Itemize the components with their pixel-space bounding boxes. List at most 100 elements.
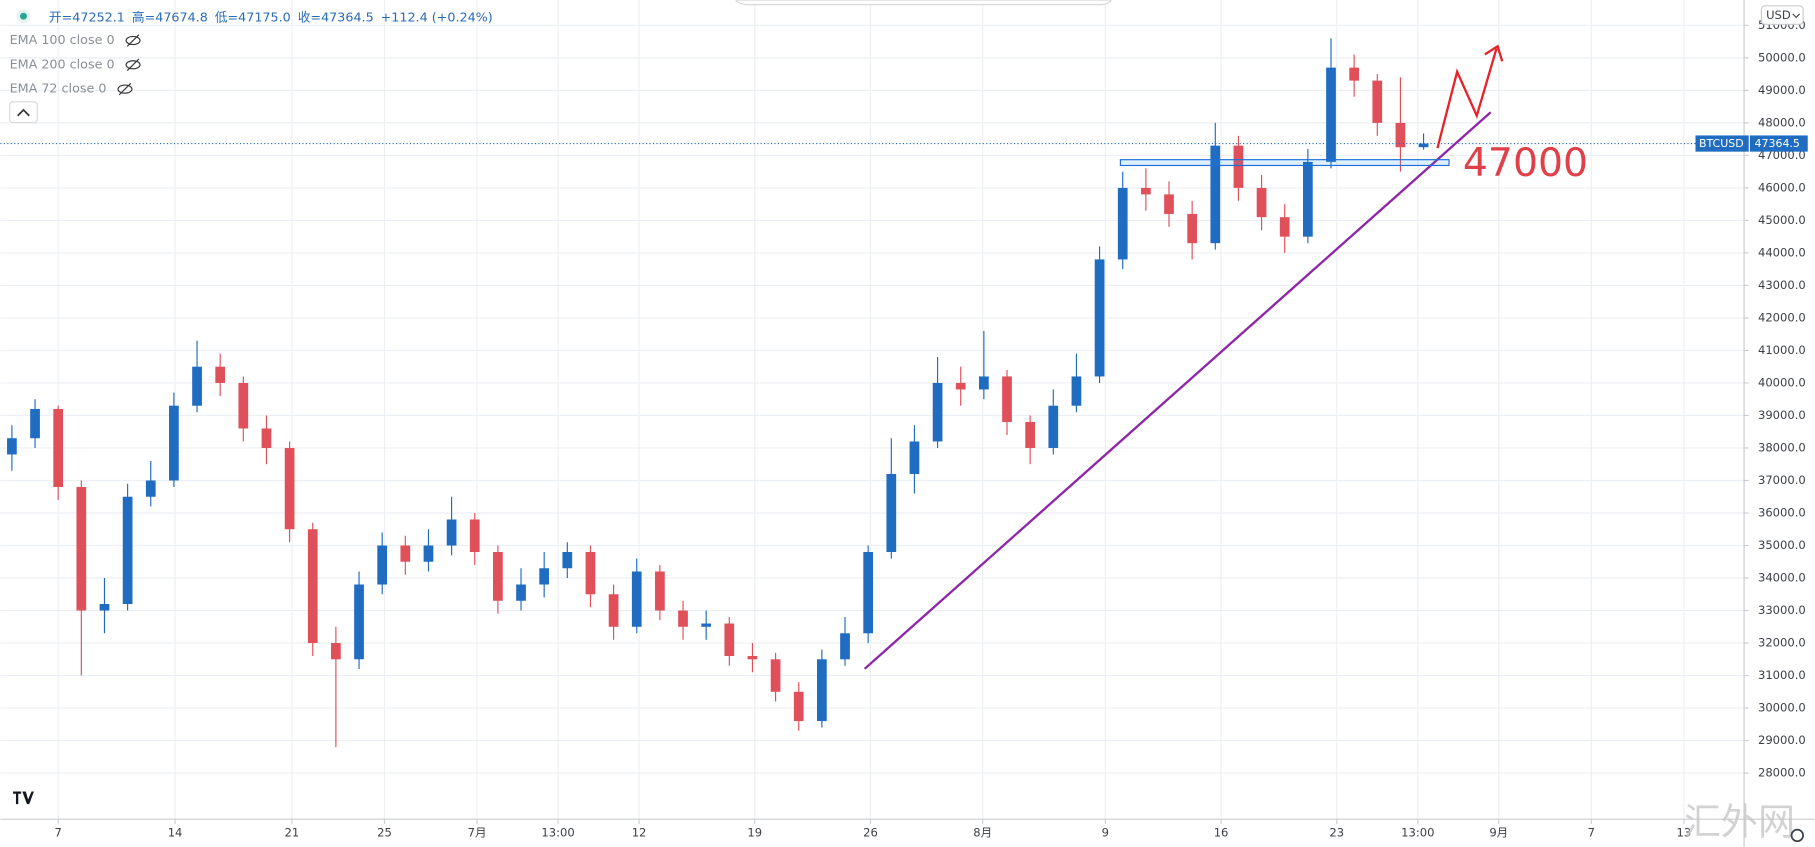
candle-body	[1349, 67, 1360, 81]
candle-body	[1117, 187, 1128, 260]
y-tick-label: 48000.0	[1758, 115, 1806, 129]
y-tick-label: 36000.0	[1758, 505, 1806, 519]
candle-body	[1372, 80, 1383, 123]
trend-line[interactable]	[863, 111, 1492, 670]
x-tick-label: 8月	[973, 826, 992, 840]
candle-body	[516, 584, 526, 601]
candle-body	[979, 376, 989, 390]
candle-body	[53, 408, 64, 487]
candle-body	[701, 623, 712, 627]
grid	[0, 0, 1745, 820]
x-tick-label: 25	[377, 826, 392, 840]
indicators: EMA 100 close 0 EMA 200 close 0 EMA 72 clo…	[10, 32, 141, 96]
candle-body	[1395, 122, 1406, 148]
visibility-icon[interactable]	[125, 35, 141, 46]
symbol-tag	[1695, 135, 1749, 152]
x-tick-label: 13:00	[541, 826, 574, 840]
candle-body	[840, 633, 850, 660]
y-tick-label: 49000.0	[1758, 83, 1806, 97]
candle-body	[215, 366, 226, 383]
candle-body	[307, 529, 318, 644]
top-tab[interactable]	[735, 0, 1112, 6]
candle-body	[1256, 187, 1267, 218]
logo-mark	[13, 791, 34, 805]
collapse-icon	[17, 108, 30, 117]
y-tick-label: 31000.0	[1758, 668, 1806, 682]
annotation[interactable]: 47000	[1463, 140, 1588, 186]
candle-body	[678, 610, 688, 627]
status-dot	[20, 12, 27, 20]
candle-body	[724, 623, 735, 657]
y-tick-label: 44000.0	[1758, 245, 1806, 259]
header-item: 开=47252.1	[49, 9, 125, 24]
y-tick-label: 37000.0	[1758, 473, 1806, 487]
candle-body	[747, 656, 758, 660]
candle-body	[655, 571, 665, 611]
price-tag	[1749, 135, 1808, 152]
candle-body	[1002, 376, 1012, 422]
candle-body	[955, 382, 966, 390]
y-tick-label: 43000.0	[1758, 278, 1806, 292]
y-tick-label: 41000.0	[1758, 343, 1806, 357]
candle-body	[1025, 421, 1036, 448]
candle-body	[331, 643, 341, 660]
settings-icon[interactable]	[1790, 828, 1804, 843]
y-tick-label: 45000.0	[1758, 213, 1806, 227]
y-tick-label: 42000.0	[1758, 310, 1806, 324]
x-tick-label: 7	[55, 826, 62, 840]
candle-body	[1187, 213, 1198, 244]
symbol-label: BTCUSD	[1699, 137, 1744, 150]
candle-body	[1302, 161, 1313, 237]
visibility-slash	[126, 34, 140, 47]
support-zone[interactable]	[1119, 159, 1450, 167]
candle-body	[446, 519, 457, 546]
price-label: 47364.5	[1755, 137, 1800, 150]
x-tick-label: 21	[285, 826, 300, 840]
x-tick-label: 9月	[1489, 826, 1508, 840]
candle-body	[76, 486, 87, 611]
y-tick-label: 46000.0	[1758, 180, 1806, 194]
candle-body	[423, 545, 434, 562]
logo[interactable]	[7, 784, 40, 810]
candles	[7, 38, 1429, 748]
visibility-icon[interactable]	[125, 60, 141, 70]
x-tick-label: 16	[1214, 826, 1229, 840]
currency-button[interactable]	[1760, 5, 1804, 25]
x-tick-label: 23	[1329, 826, 1344, 840]
candle-body	[400, 545, 411, 562]
candle-body	[469, 519, 480, 553]
header-item: 低=47175.0	[215, 9, 291, 24]
candle-body	[608, 594, 619, 627]
projection-arrow[interactable]	[1436, 48, 1498, 149]
candle-body	[585, 552, 596, 595]
x-tick-label: 7月	[468, 826, 487, 840]
candle-body	[122, 496, 133, 605]
x-tick-label: 7	[1588, 826, 1595, 840]
candle-body	[562, 552, 573, 569]
arrow-head	[1484, 44, 1504, 62]
indicator-label: EMA 200 close 0	[10, 56, 115, 71]
visibility-icon[interactable]	[117, 84, 133, 94]
candle-body	[1141, 187, 1151, 195]
candle-body	[169, 405, 179, 481]
candle-body	[238, 382, 249, 429]
indicator-label: EMA 100 close 0	[10, 32, 115, 47]
x-tick-label: 9	[1102, 826, 1109, 840]
currency-caret	[1792, 13, 1801, 19]
x-tick-label: 26	[863, 826, 878, 840]
x-tick-label: 13:00	[1401, 826, 1434, 840]
x-tick-label: 14	[168, 826, 183, 840]
candle-body	[863, 552, 874, 634]
y-tick-label: 32000.0	[1758, 636, 1806, 650]
candle-body	[284, 447, 295, 530]
y-tick-label: 39000.0	[1758, 408, 1806, 422]
y-tick-label: 34000.0	[1758, 571, 1806, 585]
axes: 28000.0 29000.0 30000.0 31000.0 32000.0 33000…	[0, 18, 1808, 840]
collapse-button[interactable]	[9, 101, 38, 124]
candle-body	[817, 659, 827, 722]
visibility-slash	[126, 58, 140, 71]
header-item: 收=47364.5	[298, 9, 374, 24]
candle-body	[30, 408, 40, 439]
currency-label: USD	[1766, 8, 1791, 22]
